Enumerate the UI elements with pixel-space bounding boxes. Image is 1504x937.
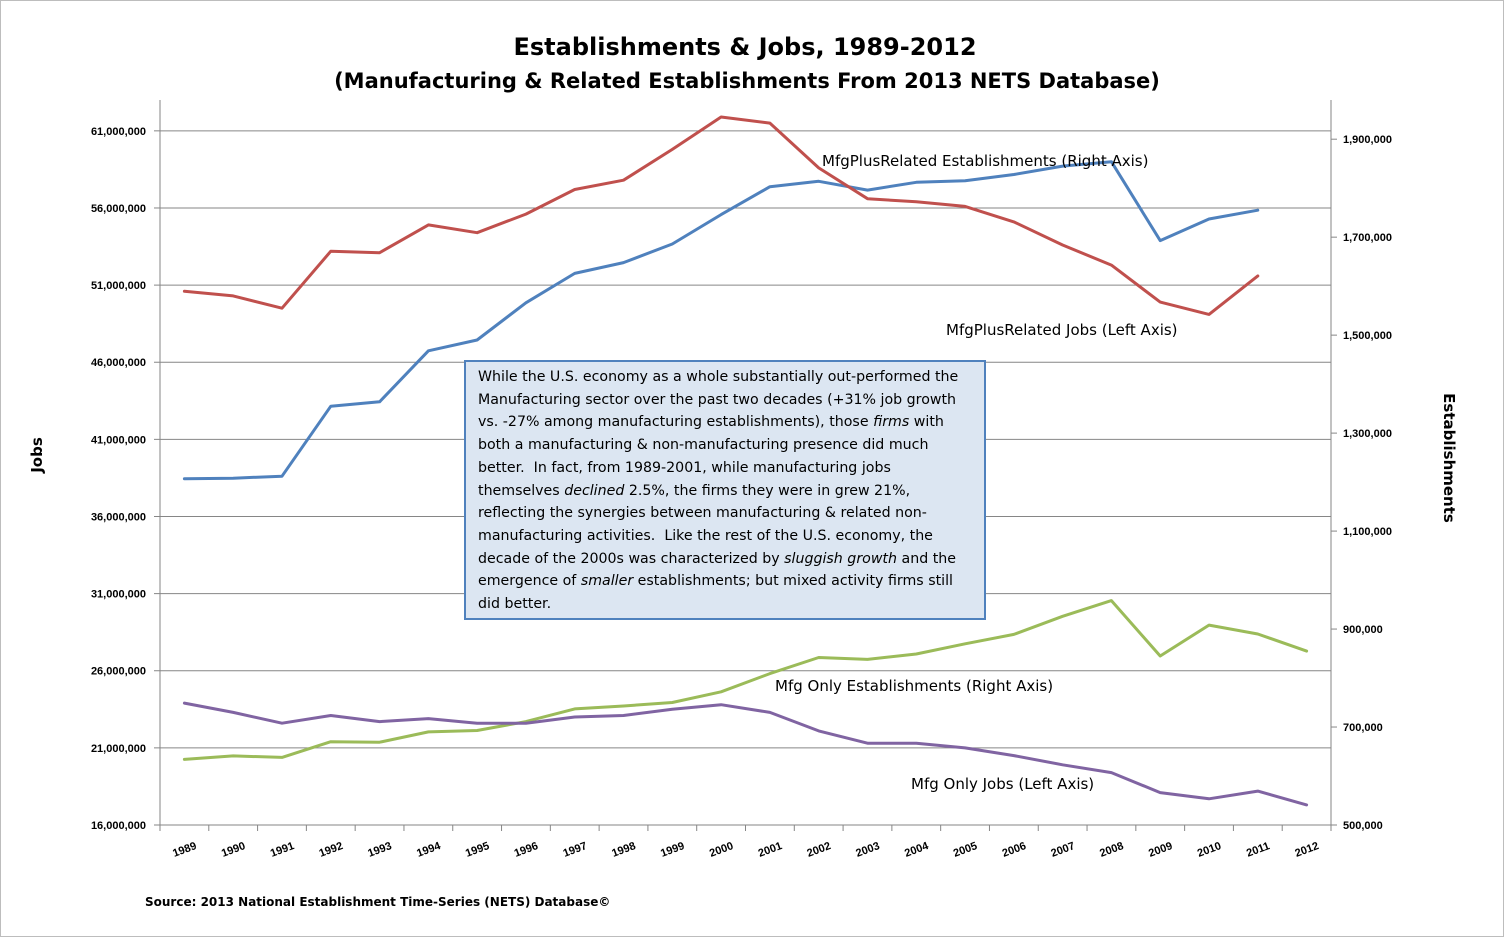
x-tick-label: 1993 xyxy=(366,840,393,860)
series-label-mfg-only-jobs: Mfg Only Jobs (Left Axis) xyxy=(911,775,1094,793)
right-tick-label: 500,000 xyxy=(1343,820,1383,832)
x-tick-label: 2003 xyxy=(854,840,881,860)
x-tick-label: 2012 xyxy=(1293,840,1320,860)
right-tick-label: 700,000 xyxy=(1343,722,1383,734)
series-lines xyxy=(182,115,1309,807)
x-tick-label: 2001 xyxy=(757,840,784,860)
chart-subtitle: (Manufacturing & Related Establishments … xyxy=(334,69,1160,93)
x-tick-label: 2004 xyxy=(903,840,931,860)
annotation-textbox: While the U.S. economy as a whole substa… xyxy=(464,360,986,620)
series-label-mfgplus-jobs: MfgPlusRelated Jobs (Left Axis) xyxy=(946,321,1178,339)
left-tick-label: 26,000,000 xyxy=(91,666,146,678)
x-tick-label: 1998 xyxy=(610,840,637,860)
left-tick-label: 16,000,000 xyxy=(91,820,146,832)
left-tick-label: 61,000,000 xyxy=(91,126,146,138)
x-tick-label: 2006 xyxy=(1001,840,1028,860)
x-tick-label: 1996 xyxy=(513,840,540,860)
left-tick-label: 46,000,000 xyxy=(91,357,146,369)
right-axis-ticks: 500,000 700,000 900,000 1,100,000 1,300,000 1… xyxy=(1331,134,1392,832)
x-tick-label: 2002 xyxy=(805,840,832,860)
series-line-2 xyxy=(182,599,1309,761)
left-tick-label: 21,000,000 xyxy=(91,743,146,755)
right-axis-title: Establishments xyxy=(1440,393,1458,523)
x-tick-label: 1995 xyxy=(464,840,491,860)
x-tick-label: 1999 xyxy=(659,840,686,860)
x-axis-ticks: 1989 1990 1991 1992 1993 1994 1995 1996 1997 1998… xyxy=(159,825,1332,860)
x-tick-label: 1991 xyxy=(269,840,296,860)
x-tick-label: 2010 xyxy=(1196,840,1223,860)
left-tick-label: 51,000,000 xyxy=(91,280,146,292)
left-tick-label: 36,000,000 xyxy=(91,511,146,523)
series-line-0 xyxy=(182,160,1260,481)
series-label-mfg-only-establishments: Mfg Only Establishments (Right Axis) xyxy=(775,677,1053,695)
right-tick-label: 900,000 xyxy=(1343,624,1383,636)
right-tick-label: 1,100,000 xyxy=(1343,526,1392,538)
x-tick-label: 2000 xyxy=(708,840,735,860)
right-tick-label: 1,500,000 xyxy=(1343,330,1392,342)
x-tick-label: 1992 xyxy=(318,840,345,860)
series-label-mfgplus-establishments: MfgPlusRelated Establishments (Right Axi… xyxy=(822,152,1148,170)
x-tick-label: 1997 xyxy=(562,840,589,860)
x-tick-label: 2011 xyxy=(1245,840,1272,859)
x-tick-label: 1994 xyxy=(415,840,443,860)
x-tick-label: 2005 xyxy=(952,840,979,860)
source-note: Source: 2013 National Establishment Time… xyxy=(145,895,610,909)
left-tick-label: 41,000,000 xyxy=(91,434,146,446)
x-tick-label: 2007 xyxy=(1049,840,1076,860)
right-tick-label: 1,300,000 xyxy=(1343,428,1392,440)
series-line-1 xyxy=(182,115,1260,316)
x-tick-label: 2009 xyxy=(1147,840,1174,860)
left-axis-title: Jobs xyxy=(28,437,46,474)
series-line-3 xyxy=(182,701,1309,807)
left-tick-label: 31,000,000 xyxy=(91,589,146,601)
right-tick-label: 1,900,000 xyxy=(1343,134,1392,146)
left-tick-label: 56,000,000 xyxy=(91,203,146,215)
x-tick-label: 1989 xyxy=(171,840,198,860)
right-tick-label: 1,700,000 xyxy=(1343,232,1392,244)
chart-title: Establishments & Jobs, 1989-2012 xyxy=(513,33,976,61)
x-tick-label: 1990 xyxy=(220,840,247,860)
x-tick-label: 2008 xyxy=(1098,840,1125,860)
left-axis-ticks: 16,000,000 21,000,000 26,000,000 31,000,000… xyxy=(91,126,160,832)
